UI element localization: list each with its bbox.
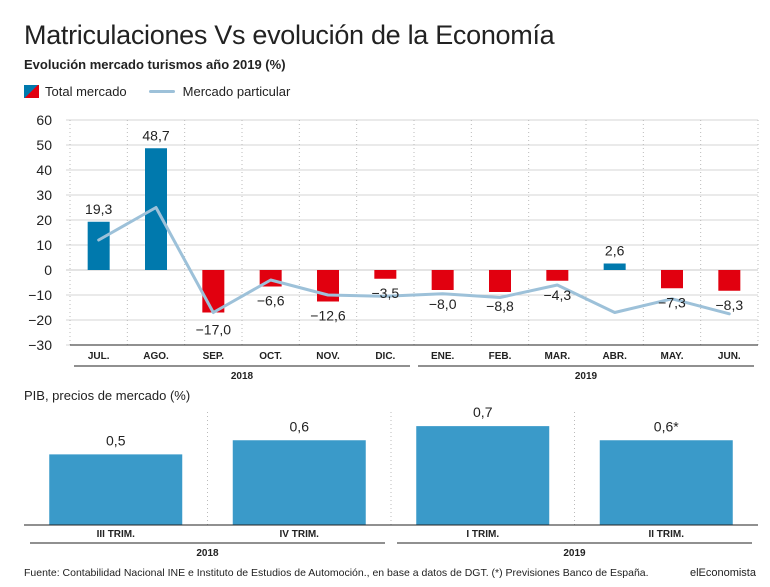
legend-label-particular: Mercado particular bbox=[182, 84, 291, 99]
pib-value-label: 0,6* bbox=[654, 418, 679, 434]
x-tick-label: JUL. bbox=[88, 351, 110, 362]
bar-value-label: −17,0 bbox=[196, 322, 232, 338]
legend-item-total: Total mercado bbox=[24, 84, 127, 99]
pib-bar bbox=[599, 440, 733, 525]
pib-year-group-label: 2019 bbox=[563, 548, 586, 559]
y-tick-label: −10 bbox=[28, 287, 52, 303]
legend: Total mercado Mercado particular bbox=[24, 84, 312, 99]
pib-tick-label: I TRIM. bbox=[466, 529, 499, 540]
legend-swatch-particular bbox=[148, 90, 175, 93]
legend-label-total: Total mercado bbox=[45, 84, 127, 99]
y-tick-label: 60 bbox=[36, 112, 52, 128]
x-tick-label: MAR. bbox=[545, 351, 571, 362]
legend-item-particular: Mercado particular bbox=[148, 84, 291, 99]
bar-total-mercado bbox=[489, 270, 511, 292]
bar-value-label: 48,7 bbox=[142, 127, 169, 143]
bar-total-mercado bbox=[546, 270, 569, 281]
bar-value-label: 2,6 bbox=[605, 243, 625, 259]
pib-value-label: 0,6 bbox=[290, 418, 310, 434]
x-tick-label: JUN. bbox=[718, 351, 741, 362]
x-tick-label: ABR. bbox=[602, 351, 627, 362]
y-tick-label: 10 bbox=[36, 237, 52, 253]
bar-total-mercado bbox=[374, 270, 397, 279]
registrations-chart: 60 50 40 30 20 10 0 −10 −20 −30 19,3 48,7 −17,0 −6,6 −… bbox=[28, 112, 759, 382]
legend-swatch-total bbox=[24, 85, 39, 98]
chart-title: Matriculaciones Vs evolución de la Econo… bbox=[24, 20, 555, 50]
bar-value-label: −4,3 bbox=[544, 287, 572, 303]
x-tick-label: FEB. bbox=[489, 351, 512, 362]
x-tick-label: NOV. bbox=[316, 351, 340, 362]
pib-bar bbox=[232, 440, 366, 525]
y-tick-label: 50 bbox=[36, 137, 52, 153]
bar-value-label: −3,5 bbox=[372, 285, 400, 301]
bar-total-mercado bbox=[661, 270, 683, 289]
chart-subtitle: Evolución mercado turismos año 2019 (%) bbox=[24, 57, 286, 72]
pib-bar bbox=[416, 426, 550, 525]
pib-value-label: 0,5 bbox=[106, 432, 126, 448]
brand-logo: elEconomista bbox=[689, 567, 756, 579]
pib-value-label: 0,7 bbox=[473, 404, 493, 420]
bar-value-label: −8,8 bbox=[486, 298, 514, 314]
pib-year-group-label: 2018 bbox=[196, 548, 219, 559]
source-note: Fuente: Contabilidad Nacional INE e Inst… bbox=[24, 567, 649, 579]
line-mercado-particular bbox=[97, 206, 731, 316]
bar-value-label: −6,6 bbox=[257, 293, 285, 309]
y-tick-label: 30 bbox=[36, 187, 52, 203]
y-tick-label: 0 bbox=[44, 262, 52, 278]
y-tick-label: −20 bbox=[28, 312, 52, 328]
bar-total-mercado bbox=[603, 263, 626, 270]
pib-tick-label: II TRIM. bbox=[648, 529, 684, 540]
x-tick-label: AGO. bbox=[143, 351, 169, 362]
bar-total-mercado bbox=[317, 270, 339, 302]
bar-total-mercado bbox=[431, 270, 454, 290]
year-group-label: 2018 bbox=[231, 371, 254, 382]
x-tick-label: SEP. bbox=[203, 351, 225, 362]
bar-value-label: −8,0 bbox=[429, 296, 457, 312]
bar-value-label: −7,3 bbox=[658, 294, 686, 310]
bar-value-label: −8,3 bbox=[716, 297, 744, 313]
x-tick-label: OCT. bbox=[259, 351, 282, 362]
bar-total-mercado bbox=[202, 270, 225, 313]
x-tick-label: ENE. bbox=[431, 351, 455, 362]
y-tick-label: 20 bbox=[36, 212, 52, 228]
bar-total-mercado bbox=[87, 221, 110, 270]
pib-tick-label: III TRIM. bbox=[97, 529, 136, 540]
pib-bar bbox=[49, 454, 183, 525]
pib-tick-label: IV TRIM. bbox=[280, 529, 320, 540]
y-tick-label: −30 bbox=[28, 337, 52, 353]
x-tick-label: DIC. bbox=[375, 351, 395, 362]
x-tick-label: MAY. bbox=[661, 351, 684, 362]
y-tick-label: 40 bbox=[36, 162, 52, 178]
bar-value-label: 19,3 bbox=[85, 201, 112, 217]
year-group-label: 2019 bbox=[575, 371, 598, 382]
bar-value-label: −12,6 bbox=[310, 308, 346, 324]
pib-chart-title: PIB, precios de mercado (%) bbox=[24, 388, 191, 403]
pib-chart: 0,5 III TRIM. 0,6 IV TRIM. 0,7 I TRIM. 0,6* II … bbox=[24, 404, 758, 559]
bar-total-mercado bbox=[718, 270, 741, 291]
